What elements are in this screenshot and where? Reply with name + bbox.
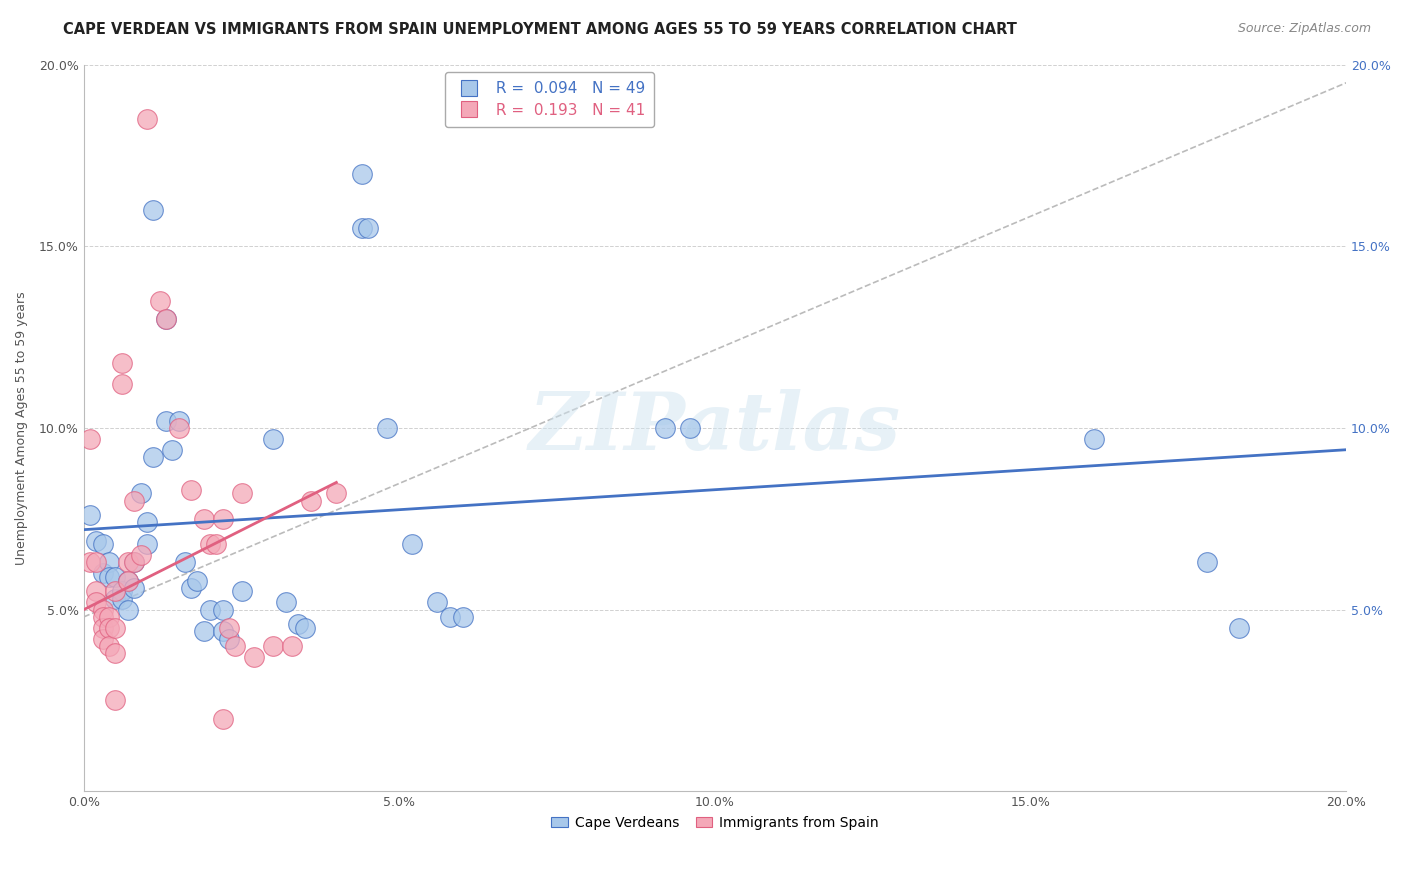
Point bbox=[136, 537, 159, 551]
Point bbox=[111, 377, 134, 392]
Point bbox=[98, 555, 121, 569]
Point bbox=[231, 584, 253, 599]
Point bbox=[86, 584, 108, 599]
Point bbox=[262, 432, 284, 446]
Point bbox=[350, 167, 373, 181]
Point bbox=[198, 537, 221, 551]
Point bbox=[186, 574, 208, 588]
Point bbox=[98, 621, 121, 635]
Point bbox=[124, 581, 146, 595]
Point bbox=[679, 421, 702, 435]
Point bbox=[124, 493, 146, 508]
Point bbox=[350, 221, 373, 235]
Point bbox=[104, 693, 127, 707]
Point bbox=[98, 639, 121, 653]
Point bbox=[79, 555, 101, 569]
Point bbox=[211, 712, 233, 726]
Point bbox=[98, 570, 121, 584]
Point bbox=[193, 624, 215, 639]
Point bbox=[142, 450, 165, 464]
Point bbox=[79, 432, 101, 446]
Point bbox=[86, 533, 108, 548]
Point bbox=[98, 610, 121, 624]
Point bbox=[1083, 432, 1105, 446]
Point bbox=[224, 639, 246, 653]
Point bbox=[104, 591, 127, 606]
Point bbox=[129, 486, 152, 500]
Point bbox=[124, 555, 146, 569]
Point bbox=[91, 632, 114, 646]
Point bbox=[211, 512, 233, 526]
Point bbox=[193, 512, 215, 526]
Point bbox=[104, 646, 127, 660]
Point bbox=[281, 639, 304, 653]
Text: CAPE VERDEAN VS IMMIGRANTS FROM SPAIN UNEMPLOYMENT AMONG AGES 55 TO 59 YEARS COR: CAPE VERDEAN VS IMMIGRANTS FROM SPAIN UN… bbox=[63, 22, 1017, 37]
Point bbox=[155, 312, 177, 326]
Point bbox=[117, 574, 139, 588]
Text: Source: ZipAtlas.com: Source: ZipAtlas.com bbox=[1237, 22, 1371, 36]
Point bbox=[211, 602, 233, 616]
Y-axis label: Unemployment Among Ages 55 to 59 years: Unemployment Among Ages 55 to 59 years bbox=[15, 291, 28, 565]
Point bbox=[299, 493, 322, 508]
Point bbox=[117, 555, 139, 569]
Point bbox=[91, 566, 114, 581]
Point bbox=[167, 421, 190, 435]
Point bbox=[205, 537, 228, 551]
Point bbox=[142, 202, 165, 217]
Point bbox=[86, 595, 108, 609]
Point bbox=[218, 621, 240, 635]
Point bbox=[111, 584, 134, 599]
Point bbox=[160, 442, 183, 457]
Point bbox=[180, 581, 202, 595]
Point bbox=[111, 355, 134, 369]
Point bbox=[1197, 555, 1219, 569]
Point bbox=[231, 486, 253, 500]
Point bbox=[104, 621, 127, 635]
Point bbox=[401, 537, 423, 551]
Point bbox=[155, 312, 177, 326]
Legend: Cape Verdeans, Immigrants from Spain: Cape Verdeans, Immigrants from Spain bbox=[546, 810, 884, 835]
Point bbox=[180, 483, 202, 497]
Point bbox=[124, 555, 146, 569]
Point bbox=[426, 595, 449, 609]
Point bbox=[129, 548, 152, 562]
Point bbox=[274, 595, 297, 609]
Point bbox=[91, 537, 114, 551]
Point bbox=[104, 570, 127, 584]
Point bbox=[294, 621, 316, 635]
Point bbox=[173, 555, 195, 569]
Point bbox=[91, 610, 114, 624]
Point bbox=[149, 293, 172, 308]
Point bbox=[357, 221, 380, 235]
Point bbox=[117, 574, 139, 588]
Point bbox=[654, 421, 676, 435]
Point bbox=[79, 508, 101, 523]
Point bbox=[111, 591, 134, 606]
Point bbox=[117, 602, 139, 616]
Point bbox=[91, 602, 114, 616]
Point bbox=[451, 610, 474, 624]
Point bbox=[198, 602, 221, 616]
Point bbox=[167, 414, 190, 428]
Point bbox=[211, 624, 233, 639]
Point bbox=[104, 584, 127, 599]
Text: ZIPatlas: ZIPatlas bbox=[529, 389, 901, 467]
Point bbox=[136, 516, 159, 530]
Point bbox=[136, 112, 159, 127]
Point bbox=[325, 486, 347, 500]
Point bbox=[375, 421, 398, 435]
Point bbox=[218, 632, 240, 646]
Point bbox=[287, 617, 309, 632]
Point bbox=[439, 610, 461, 624]
Point bbox=[1227, 621, 1250, 635]
Point bbox=[91, 621, 114, 635]
Point bbox=[262, 639, 284, 653]
Point bbox=[243, 649, 266, 664]
Point bbox=[86, 555, 108, 569]
Point bbox=[155, 414, 177, 428]
